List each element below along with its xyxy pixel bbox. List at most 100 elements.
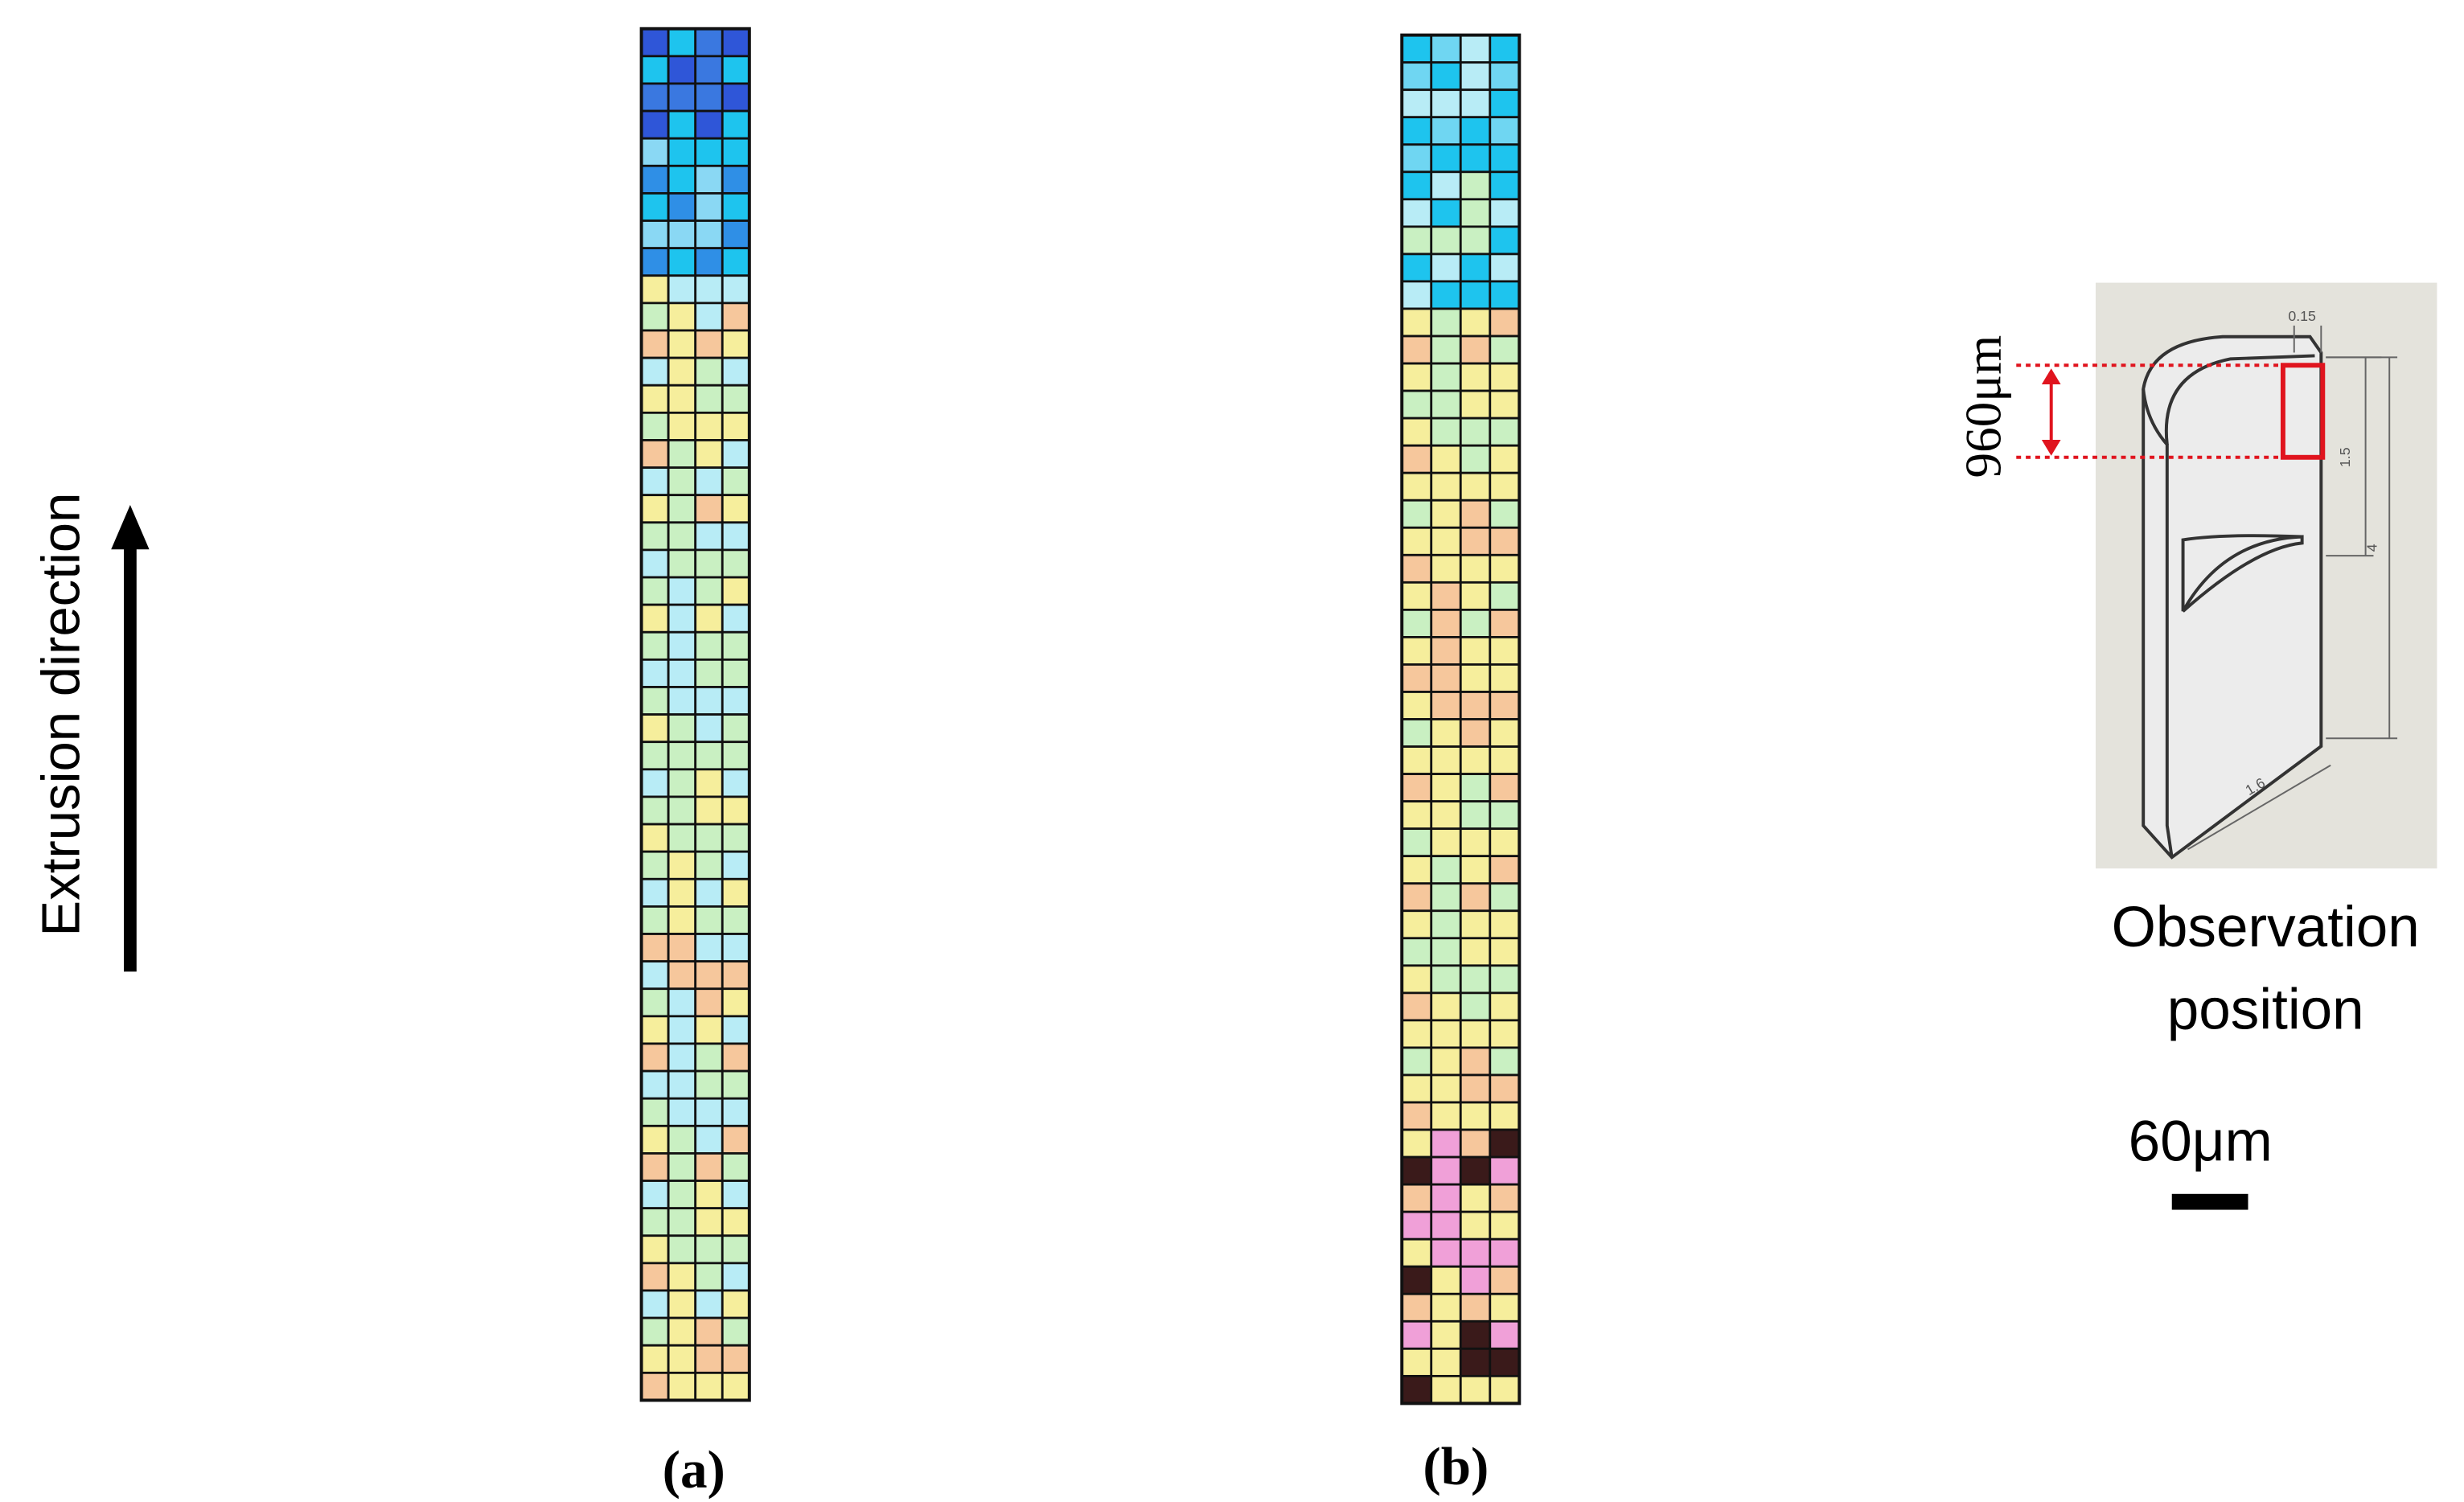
map-cell xyxy=(1459,882,1492,913)
map-cell xyxy=(721,27,751,58)
map-cell xyxy=(640,356,670,387)
map-cell xyxy=(640,1124,670,1155)
map-cell xyxy=(1459,581,1492,611)
map-cell xyxy=(667,1042,697,1073)
map-cell xyxy=(721,1097,751,1127)
map-cell xyxy=(640,220,670,250)
map-cell xyxy=(694,411,724,441)
map-cell xyxy=(1400,1374,1433,1405)
map-cell xyxy=(721,466,751,497)
dimension-text: 4 xyxy=(2363,544,2380,552)
map-cell xyxy=(667,713,697,744)
map-cell xyxy=(667,850,697,880)
map-cell xyxy=(1430,1210,1462,1241)
map-cell xyxy=(1430,1073,1462,1104)
map-cell xyxy=(640,686,670,716)
map-cell xyxy=(667,411,697,441)
map-cell xyxy=(721,302,751,332)
map-cell xyxy=(1489,225,1521,256)
map-cell xyxy=(667,192,697,222)
map-cell xyxy=(667,795,697,826)
map-cell xyxy=(1430,526,1462,556)
map-cell xyxy=(1400,855,1433,885)
map-cell xyxy=(640,658,670,688)
arrow-head xyxy=(2041,368,2061,384)
map-cell xyxy=(1459,280,1492,310)
map-cell xyxy=(1489,581,1521,611)
map-cell xyxy=(1400,362,1433,392)
map-cell xyxy=(1430,116,1462,146)
map-cell xyxy=(667,302,697,332)
map-cell xyxy=(667,466,697,497)
map-cell xyxy=(1430,718,1462,748)
map-cell xyxy=(640,302,670,332)
map-cell xyxy=(721,439,751,469)
map-cell xyxy=(1489,143,1521,174)
map-cell xyxy=(721,55,751,85)
map-cell xyxy=(694,1124,724,1155)
map-cell xyxy=(721,548,751,579)
map-cell xyxy=(1459,773,1492,803)
map-cell xyxy=(667,823,697,853)
map-cell xyxy=(721,356,751,387)
map-cell xyxy=(1489,280,1521,310)
map-cell xyxy=(1430,1237,1462,1268)
map-cell xyxy=(694,494,724,524)
map-cell xyxy=(667,1344,697,1374)
map-cell xyxy=(1400,663,1433,693)
map-cell xyxy=(667,987,697,1018)
map-cell xyxy=(1459,636,1492,666)
map-cell xyxy=(721,658,751,688)
map-cell xyxy=(1459,1155,1492,1186)
map-cell xyxy=(1489,1046,1521,1077)
map-cell xyxy=(1430,444,1462,474)
map-cell xyxy=(1459,116,1492,146)
map-cell xyxy=(694,548,724,579)
direction-label: Extrusion direction xyxy=(31,493,92,937)
map-cell xyxy=(667,741,697,771)
map-cell xyxy=(667,603,697,634)
map-cell xyxy=(694,658,724,688)
map-cell xyxy=(721,1015,751,1045)
map-cell xyxy=(667,1316,697,1347)
map-cell xyxy=(1430,991,1462,1022)
map-cell xyxy=(1430,170,1462,201)
map-cell xyxy=(1400,280,1433,310)
map-cell xyxy=(721,1207,751,1237)
map-cell xyxy=(1430,334,1462,365)
map-cell xyxy=(1430,280,1462,310)
map-cell xyxy=(640,109,670,140)
map-cell xyxy=(1400,499,1433,529)
map-cell xyxy=(667,686,697,716)
dimension-text: 0.15 xyxy=(2288,308,2316,324)
arrow-head xyxy=(111,504,150,550)
map-cell xyxy=(1430,1292,1462,1323)
map-cell xyxy=(640,1069,670,1100)
map-cell xyxy=(640,439,670,469)
map-cell xyxy=(1459,1265,1492,1295)
map-cell xyxy=(721,768,751,798)
map-cell xyxy=(1400,307,1433,338)
map-cell xyxy=(1400,198,1433,228)
map-cell xyxy=(640,1207,670,1237)
map-cell xyxy=(694,384,724,414)
map-cell xyxy=(640,1152,670,1182)
map-cell xyxy=(1489,1237,1521,1268)
map-cell xyxy=(1400,526,1433,556)
map-cell xyxy=(1430,1128,1462,1159)
map-cell xyxy=(1430,225,1462,256)
map-cell xyxy=(721,1371,751,1401)
map-cell xyxy=(667,521,697,552)
map-cell xyxy=(1400,417,1433,447)
map-cell xyxy=(721,1316,751,1347)
map-cell xyxy=(1400,1073,1433,1104)
map-cell xyxy=(721,164,751,195)
map-cell xyxy=(694,27,724,58)
map-cell xyxy=(667,1124,697,1155)
map-cell xyxy=(1459,389,1492,420)
map-cell xyxy=(1430,143,1462,174)
observation-label: position xyxy=(2167,978,2364,1041)
map-cell xyxy=(1459,745,1492,775)
map-cell xyxy=(694,1015,724,1045)
map-cell xyxy=(1430,471,1462,502)
